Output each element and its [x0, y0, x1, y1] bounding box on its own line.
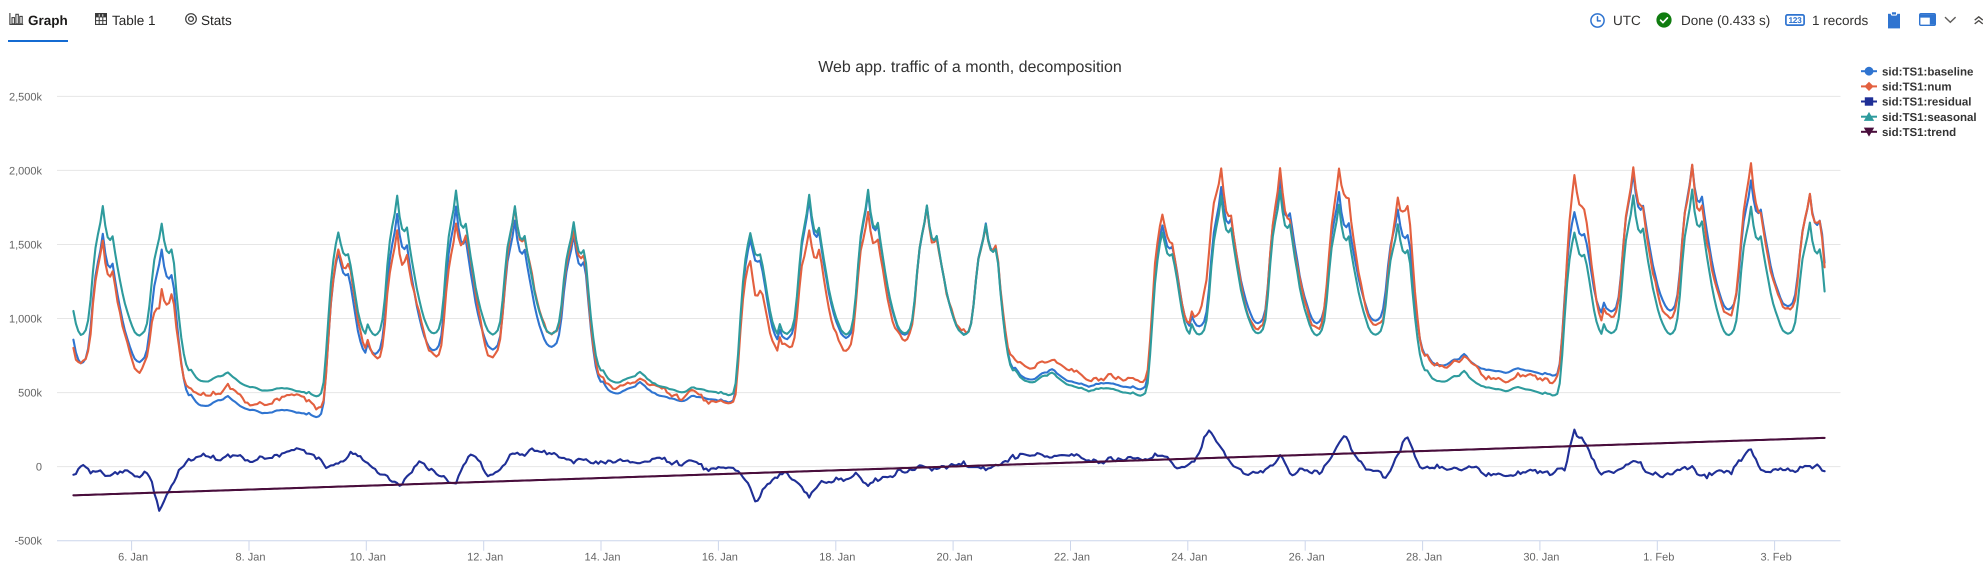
svg-text:2,000k: 2,000k — [9, 165, 43, 177]
svg-text:18. Jan: 18. Jan — [819, 552, 855, 564]
svg-text:sid:TS1:seasonal: sid:TS1:seasonal — [1882, 112, 1977, 124]
svg-text:26. Jan: 26. Jan — [1289, 552, 1325, 564]
svg-text:Web app. traffic of a month, d: Web app. traffic of a month, decompositi… — [818, 59, 1122, 76]
svg-text:28. Jan: 28. Jan — [1406, 552, 1442, 564]
svg-text:sid:TS1:trend: sid:TS1:trend — [1882, 127, 1956, 139]
svg-text:sid:TS1:residual: sid:TS1:residual — [1882, 97, 1971, 109]
svg-text:20. Jan: 20. Jan — [937, 552, 973, 564]
svg-text:22. Jan: 22. Jan — [1054, 552, 1090, 564]
svg-text:3. Feb: 3. Feb — [1761, 552, 1792, 564]
svg-text:sid:TS1:num: sid:TS1:num — [1882, 82, 1952, 94]
svg-text:10. Jan: 10. Jan — [350, 552, 386, 564]
svg-text:8. Jan: 8. Jan — [236, 552, 266, 564]
svg-text:12. Jan: 12. Jan — [467, 552, 503, 564]
svg-text:1. Feb: 1. Feb — [1643, 552, 1674, 564]
svg-text:14. Jan: 14. Jan — [584, 552, 620, 564]
svg-text:2,500k: 2,500k — [9, 91, 43, 103]
svg-text:1,500k: 1,500k — [9, 239, 43, 251]
svg-text:24. Jan: 24. Jan — [1171, 552, 1207, 564]
svg-text:sid:TS1:baseline: sid:TS1:baseline — [1882, 66, 1973, 78]
svg-text:16. Jan: 16. Jan — [702, 552, 738, 564]
svg-text:500k: 500k — [18, 388, 42, 400]
svg-text:123: 123 — [1788, 15, 1802, 25]
svg-text:1,000k: 1,000k — [9, 313, 43, 325]
svg-text:6. Jan: 6. Jan — [118, 552, 148, 564]
svg-text:-500k: -500k — [14, 536, 42, 548]
svg-text:30. Jan: 30. Jan — [1523, 552, 1559, 564]
svg-text:0: 0 — [36, 462, 42, 474]
